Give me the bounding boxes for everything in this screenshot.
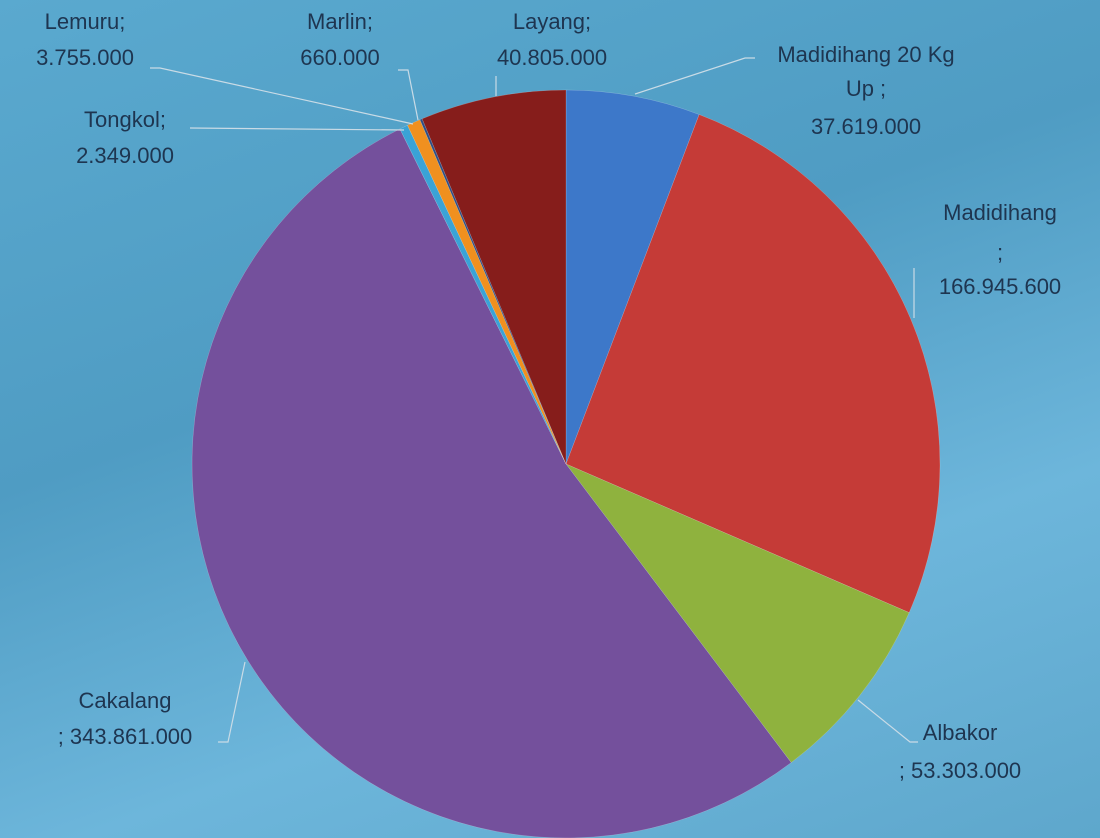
leader-line — [398, 70, 418, 120]
leader-line — [635, 58, 755, 94]
leader-line — [150, 68, 413, 124]
slice-value: 660.000 — [300, 41, 380, 75]
slice-label: Layang; — [513, 5, 591, 39]
page: (() => { const data = JSON.parse(documen… — [0, 0, 1100, 838]
slice-label: Madidihang — [943, 196, 1057, 230]
slice-value: ; 343.861.000 — [58, 720, 193, 754]
slice-label: Albakor — [923, 716, 998, 750]
slice-label: Madidihang 20 Kg Up ; — [771, 38, 961, 106]
leader-line — [190, 128, 404, 130]
slice-value: 2.349.000 — [76, 139, 174, 173]
slice-value: 3.755.000 — [36, 41, 134, 75]
slice-label: Lemuru; — [45, 5, 126, 39]
slice-label: Marlin; — [307, 5, 373, 39]
slice-label: Cakalang — [79, 684, 172, 718]
leader-line — [858, 700, 918, 742]
leader-line — [218, 662, 245, 742]
slice-value: ; 166.945.600 — [939, 236, 1061, 304]
slice-value: 37.619.000 — [811, 110, 921, 144]
slice-value: ; 53.303.000 — [899, 754, 1021, 788]
slice-label: Tongkol; — [84, 103, 166, 137]
slice-value: 40.805.000 — [497, 41, 607, 75]
